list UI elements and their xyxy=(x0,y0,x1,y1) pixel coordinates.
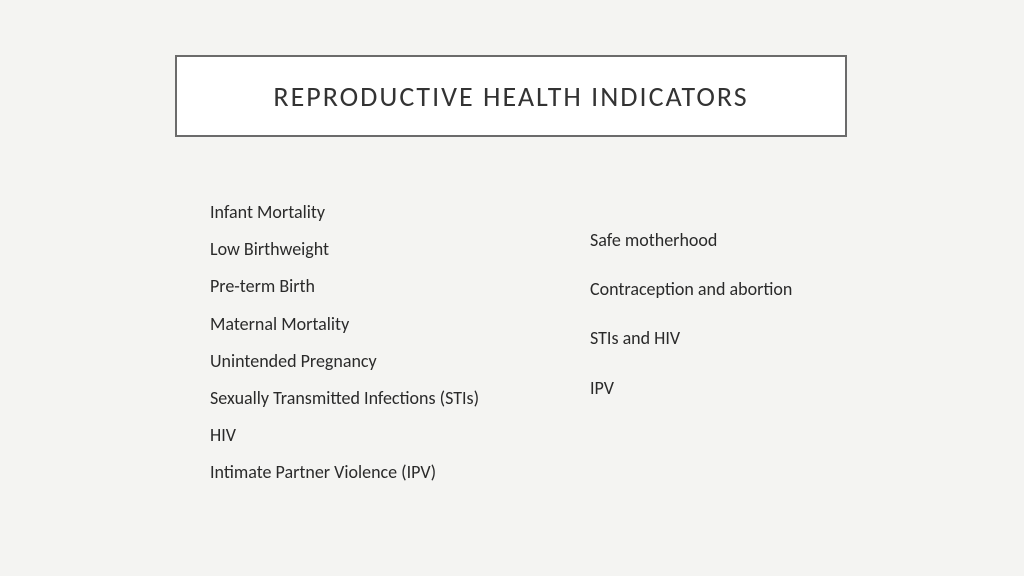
list-item: Maternal Mortality xyxy=(210,312,590,337)
list-item: HIV xyxy=(210,423,590,448)
list-item: IPV xyxy=(590,376,890,401)
list-item: Intimate Partner Violence (IPV) xyxy=(210,460,590,485)
list-item: Pre-term Birth xyxy=(210,274,590,299)
list-item: Contraception and abortion xyxy=(590,277,890,302)
list-item: STIs and HIV xyxy=(590,326,890,351)
content-columns: Infant Mortality Low Birthweight Pre-ter… xyxy=(210,200,910,486)
list-item: Sexually Transmitted Infections (STIs) xyxy=(210,386,590,411)
list-item: Safe motherhood xyxy=(590,228,890,253)
list-item: Unintended Pregnancy xyxy=(210,349,590,374)
right-column: Safe motherhood Contraception and aborti… xyxy=(590,228,890,486)
list-item: Infant Mortality xyxy=(210,200,590,225)
title-box: REPRODUCTIVE HEALTH INDICATORS xyxy=(175,55,847,137)
left-column: Infant Mortality Low Birthweight Pre-ter… xyxy=(210,200,590,486)
slide-title: REPRODUCTIVE HEALTH INDICATORS xyxy=(273,79,748,114)
slide: REPRODUCTIVE HEALTH INDICATORS Infant Mo… xyxy=(0,0,1024,576)
list-item: Low Birthweight xyxy=(210,237,590,262)
